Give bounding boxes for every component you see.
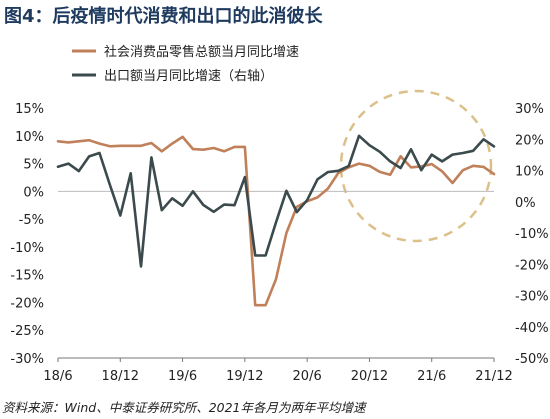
chart-title: 图4：后疫情时代消费和出口的此消彼长 (4, 6, 323, 27)
legend-label: 出口额当月同比增速（右轴） (104, 69, 273, 84)
left-tick-label: 10% (15, 130, 44, 145)
x-tick-label: 18/12 (102, 369, 139, 384)
x-tick-label: 20/12 (351, 369, 388, 384)
right-tick-label: 10% (515, 165, 544, 180)
highlight-circle (339, 89, 493, 243)
right-tick-label: 0% (515, 196, 536, 211)
legend-label: 社会消费品零售总额当月同比增速 (104, 44, 299, 60)
left-tick-label: -15% (10, 269, 44, 284)
right-tick-label: -30% (515, 290, 549, 305)
left-tick-label: -10% (10, 241, 44, 256)
left-tick-label: 15% (15, 102, 44, 117)
x-tick-label: 21/6 (417, 369, 446, 384)
right-tick-label: 30% (515, 102, 544, 117)
source-note: 资料来源：Wind、中泰证券研究所、2021年各月为两年平均增速 (2, 400, 366, 415)
right-tick-label: -10% (515, 227, 549, 242)
left-tick-label: -5% (19, 213, 44, 228)
left-tick-label: 0% (23, 185, 44, 200)
left-tick-label: -25% (10, 324, 44, 339)
right-tick-label: -20% (515, 258, 549, 273)
right-tick-label: -40% (515, 321, 549, 336)
right-tick-label: -50% (515, 352, 549, 367)
x-tick-label: 18/6 (43, 369, 72, 384)
x-tick-label: 20/6 (293, 369, 322, 384)
x-tick-label: 19/6 (168, 369, 197, 384)
left-tick-label: 5% (23, 158, 44, 173)
x-tick-label: 19/12 (226, 369, 263, 384)
retail-sales-line (56, 135, 496, 307)
x-tick-label: 21/12 (475, 369, 512, 384)
left-tick-label: -20% (10, 296, 44, 311)
left-tick-label: -30% (10, 352, 44, 367)
right-tick-label: 20% (515, 133, 544, 148)
export-line (56, 134, 496, 268)
